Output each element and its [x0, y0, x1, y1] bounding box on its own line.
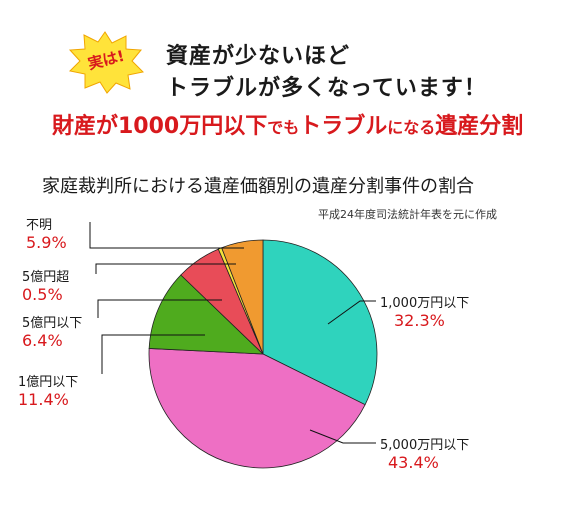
- pie-slice: [262, 239, 378, 406]
- subheadline: 財産が1000万円以下でもトラブルになる遺産分割: [52, 108, 523, 140]
- headline-line-2: トラブルが多くなっています！: [166, 76, 487, 101]
- leader-line: [97, 299, 222, 318]
- subhead-part: 財産が1000万円以下: [52, 114, 268, 139]
- slice-name: 5億円超: [22, 270, 70, 285]
- leader-line: [101, 334, 205, 374]
- slice-label-1oku-ika: 1億円以下 11.4%: [18, 371, 78, 410]
- slice-percent: 43.4%: [388, 453, 439, 472]
- source-note: 平成24年度司法統計年表を元に作成: [318, 208, 497, 221]
- slice-percent: 6.4%: [22, 331, 63, 350]
- leader-line: [309, 429, 376, 444]
- slice-name: 1億円以下: [18, 375, 79, 390]
- slice-name: 不明: [26, 218, 53, 233]
- leader-line: [95, 263, 236, 274]
- subhead-part: 遺産分割: [435, 114, 524, 139]
- slice-label-fumei: 不明 5.9%: [26, 214, 67, 253]
- slice-label-5oku-cho: 5億円超 0.5%: [22, 266, 69, 305]
- chart-title: 家庭裁判所における遺産価額別の遺産分割事件の割合: [42, 176, 474, 197]
- headline-line-1: 資産が少ないほど: [166, 44, 351, 69]
- slice-name: 1,000万円以下: [380, 296, 470, 311]
- slice-label-5000man: 5,000万円以下 43.4%: [380, 434, 469, 473]
- slice-label-1000man: 1,000万円以下 32.3%: [380, 292, 469, 331]
- subhead-part: トラブル: [299, 114, 388, 139]
- pie-slice: [148, 274, 265, 355]
- slice-name: 5,000万円以下: [380, 438, 470, 453]
- pie-slice: [148, 348, 366, 469]
- slice-percent: 32.3%: [394, 311, 445, 330]
- subhead-part: になる: [387, 118, 436, 137]
- leader-line: [89, 222, 244, 249]
- leader-line: [327, 300, 376, 325]
- slice-name: 5億円以下: [22, 316, 83, 331]
- slice-label-5oku-ika: 5億円以下 6.4%: [22, 312, 82, 351]
- badge-burst-icon: [68, 31, 144, 94]
- slice-percent: 5.9%: [26, 233, 67, 252]
- slice-percent: 11.4%: [18, 390, 69, 409]
- subhead-part: でも: [267, 118, 300, 137]
- slice-percent: 0.5%: [22, 285, 63, 304]
